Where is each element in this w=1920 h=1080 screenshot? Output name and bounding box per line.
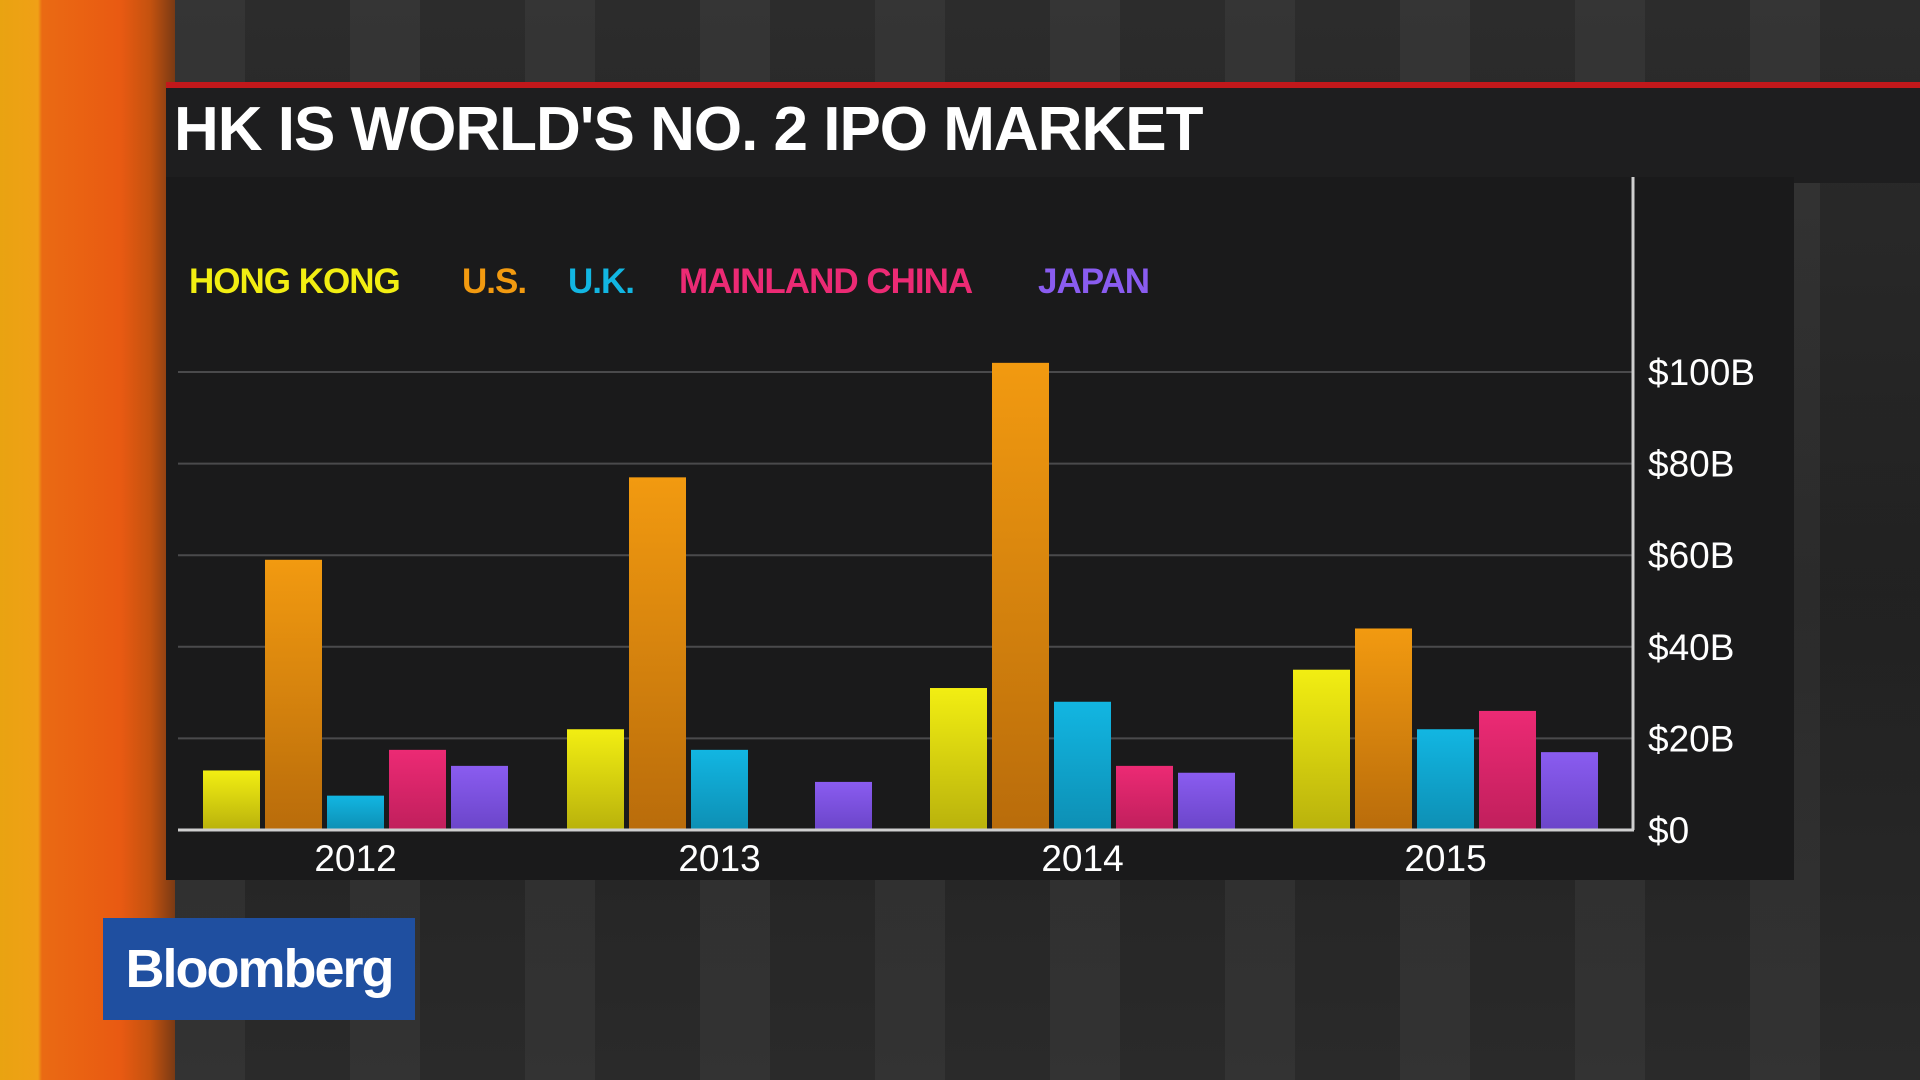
legend-uk: U.K. <box>568 262 635 301</box>
bar <box>691 749 748 830</box>
bar <box>451 765 508 830</box>
y-tick-label: $20B <box>1648 718 1734 759</box>
orange-side-band <box>0 0 175 1080</box>
bar <box>203 770 260 830</box>
bar <box>992 362 1049 830</box>
x-tick-label: 2013 <box>678 838 760 879</box>
legend-japan: JAPAN <box>1038 262 1150 301</box>
bar <box>389 749 446 830</box>
bar <box>1541 752 1598 830</box>
bar <box>1116 765 1173 830</box>
bar <box>1417 729 1474 830</box>
bloomberg-logo: Bloomberg <box>103 918 415 1020</box>
y-tick-label: $100B <box>1648 352 1755 393</box>
y-tick-label: $60B <box>1648 535 1734 576</box>
bar <box>1054 701 1111 830</box>
bar <box>1479 710 1536 830</box>
bar <box>265 559 322 830</box>
legend-us: U.S. <box>462 262 527 301</box>
bar <box>629 477 686 830</box>
bar <box>1178 772 1235 830</box>
y-tick-label: $40B <box>1648 627 1734 668</box>
bar <box>930 688 987 830</box>
x-tick-label: 2012 <box>314 838 396 879</box>
bar <box>567 729 624 830</box>
legend-mainland-china: MAINLAND CHINA <box>679 262 973 301</box>
y-tick-label: $80B <box>1648 444 1734 485</box>
y-tick-label: $0 <box>1648 810 1689 851</box>
legend-hong-kong: HONG KONG <box>189 262 401 301</box>
bar <box>1293 669 1350 830</box>
x-tick-label: 2014 <box>1041 838 1123 879</box>
bar <box>815 781 872 830</box>
x-tick-label: 2015 <box>1404 838 1486 879</box>
bar <box>1355 628 1412 830</box>
chart-title: HK IS WORLD'S NO. 2 IPO MARKET <box>174 95 1203 164</box>
title-panel <box>166 82 1920 183</box>
bar <box>327 795 384 830</box>
